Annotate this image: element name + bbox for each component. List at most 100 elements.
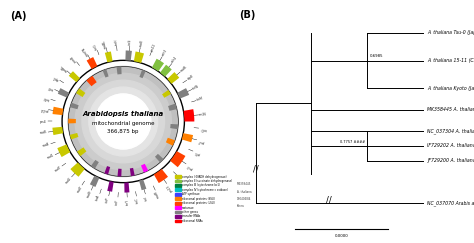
- Text: nad4: nad4: [42, 142, 51, 148]
- Text: trnI: trnI: [144, 195, 149, 201]
- Wedge shape: [139, 70, 146, 78]
- Text: rrn26: rrn26: [199, 112, 208, 117]
- Wedge shape: [167, 72, 179, 84]
- Wedge shape: [87, 57, 97, 69]
- Text: atp1: atp1: [52, 74, 60, 81]
- Text: 180404I84: 180404I84: [237, 197, 252, 201]
- Text: nad9: nad9: [86, 190, 93, 199]
- Bar: [175, 175, 181, 178]
- Text: trnH: trnH: [114, 38, 118, 45]
- Wedge shape: [118, 169, 122, 176]
- Text: complex II (succinate dehydrogenase): complex II (succinate dehydrogenase): [182, 179, 232, 183]
- Wedge shape: [69, 71, 80, 82]
- Wedge shape: [154, 169, 168, 183]
- Text: ribosomal proteins (SSU): ribosomal proteins (SSU): [182, 197, 215, 201]
- Text: trnP: trnP: [105, 197, 110, 204]
- Bar: [175, 189, 181, 191]
- Wedge shape: [177, 88, 189, 99]
- Wedge shape: [71, 162, 85, 177]
- Bar: [175, 197, 181, 200]
- Wedge shape: [130, 168, 135, 176]
- Wedge shape: [91, 160, 99, 169]
- Wedge shape: [90, 175, 100, 187]
- Text: (A): (A): [10, 11, 27, 21]
- Text: 0.6985: 0.6985: [369, 54, 383, 59]
- Text: trnF: trnF: [116, 199, 120, 205]
- Bar: [175, 219, 181, 222]
- Text: ATP synthase: ATP synthase: [182, 192, 200, 196]
- Wedge shape: [134, 52, 144, 63]
- Wedge shape: [117, 67, 122, 74]
- Wedge shape: [57, 144, 70, 157]
- Text: nad4L: nad4L: [102, 38, 108, 48]
- Wedge shape: [182, 133, 193, 142]
- Text: trnN: trnN: [43, 95, 50, 101]
- Text: nad1: nad1: [47, 153, 55, 160]
- Wedge shape: [86, 76, 97, 86]
- Text: trnC: trnC: [135, 197, 140, 204]
- Text: rps3: rps3: [186, 163, 194, 170]
- Text: NC_037070 Arabis alpina: NC_037070 Arabis alpina: [428, 200, 474, 206]
- Text: Korea: Korea: [237, 205, 245, 208]
- Text: trnD: trnD: [200, 126, 207, 131]
- Wedge shape: [104, 166, 110, 174]
- Text: NC_037304 A. thaliana Col-0 (USA): NC_037304 A. thaliana Col-0 (USA): [428, 128, 474, 134]
- Text: trnE: trnE: [47, 85, 54, 91]
- Wedge shape: [58, 88, 69, 98]
- Text: MK358445: MK358445: [237, 182, 251, 186]
- Text: nad7: nad7: [54, 165, 63, 173]
- Wedge shape: [77, 147, 86, 156]
- Text: nad7: nad7: [76, 185, 83, 193]
- Text: rps4: rps4: [40, 120, 46, 123]
- Text: Arabidopsis thaliana: Arabidopsis thaliana: [82, 111, 164, 117]
- Text: atp8: atp8: [187, 74, 194, 81]
- Text: ccmFN: ccmFN: [82, 45, 90, 56]
- Circle shape: [75, 73, 172, 170]
- Text: rpl16: rpl16: [176, 174, 184, 182]
- Wedge shape: [102, 69, 109, 78]
- Text: rps12: rps12: [150, 42, 157, 52]
- Circle shape: [68, 66, 178, 177]
- Text: JF729200 A. thaliana C-24 (Tanzania): JF729200 A. thaliana C-24 (Tanzania): [428, 158, 474, 163]
- Text: A. thaliana Tsu-0 (Japan): A. thaliana Tsu-0 (Japan): [428, 30, 474, 35]
- Text: 366,875 bp: 366,875 bp: [108, 129, 139, 134]
- Wedge shape: [170, 124, 178, 129]
- Wedge shape: [53, 107, 64, 115]
- Bar: [175, 206, 181, 209]
- Wedge shape: [105, 52, 113, 62]
- Text: other genes: other genes: [182, 210, 198, 214]
- Text: //: //: [326, 196, 332, 205]
- Bar: [175, 215, 181, 218]
- Text: maturase: maturase: [182, 206, 195, 209]
- Bar: [175, 193, 181, 196]
- Text: rps13: rps13: [165, 183, 173, 192]
- Wedge shape: [160, 65, 172, 77]
- Text: ribosomal proteins (LSU): ribosomal proteins (LSU): [182, 201, 215, 205]
- Circle shape: [96, 94, 151, 149]
- Wedge shape: [141, 164, 148, 173]
- Wedge shape: [139, 179, 146, 190]
- Text: sdh4: sdh4: [171, 56, 179, 64]
- Text: complex I (NADH dehydrogenase): complex I (NADH dehydrogenase): [182, 174, 227, 179]
- Wedge shape: [53, 127, 63, 135]
- Bar: [175, 180, 181, 182]
- Text: complex III (cytochrome bc1): complex III (cytochrome bc1): [182, 183, 220, 187]
- Text: sdh3: sdh3: [161, 49, 168, 57]
- Text: nad4L: nad4L: [59, 63, 68, 72]
- Circle shape: [89, 87, 158, 156]
- Circle shape: [82, 80, 164, 163]
- Wedge shape: [155, 154, 164, 162]
- Bar: [175, 211, 181, 213]
- Circle shape: [96, 94, 151, 149]
- Wedge shape: [166, 138, 175, 146]
- Text: trnY: trnY: [125, 199, 129, 205]
- Text: trnS: trnS: [128, 38, 133, 45]
- Text: nad3: nad3: [138, 39, 144, 47]
- Text: //: //: [253, 165, 258, 174]
- Text: complex IV (cytochrome c oxidase): complex IV (cytochrome c oxidase): [182, 188, 228, 192]
- Wedge shape: [70, 103, 79, 109]
- Text: rps14: rps14: [39, 106, 48, 112]
- Text: A. thaliana: A. thaliana: [237, 190, 252, 194]
- Text: 0.7757 ####: 0.7757 ####: [340, 140, 365, 144]
- Wedge shape: [126, 51, 132, 61]
